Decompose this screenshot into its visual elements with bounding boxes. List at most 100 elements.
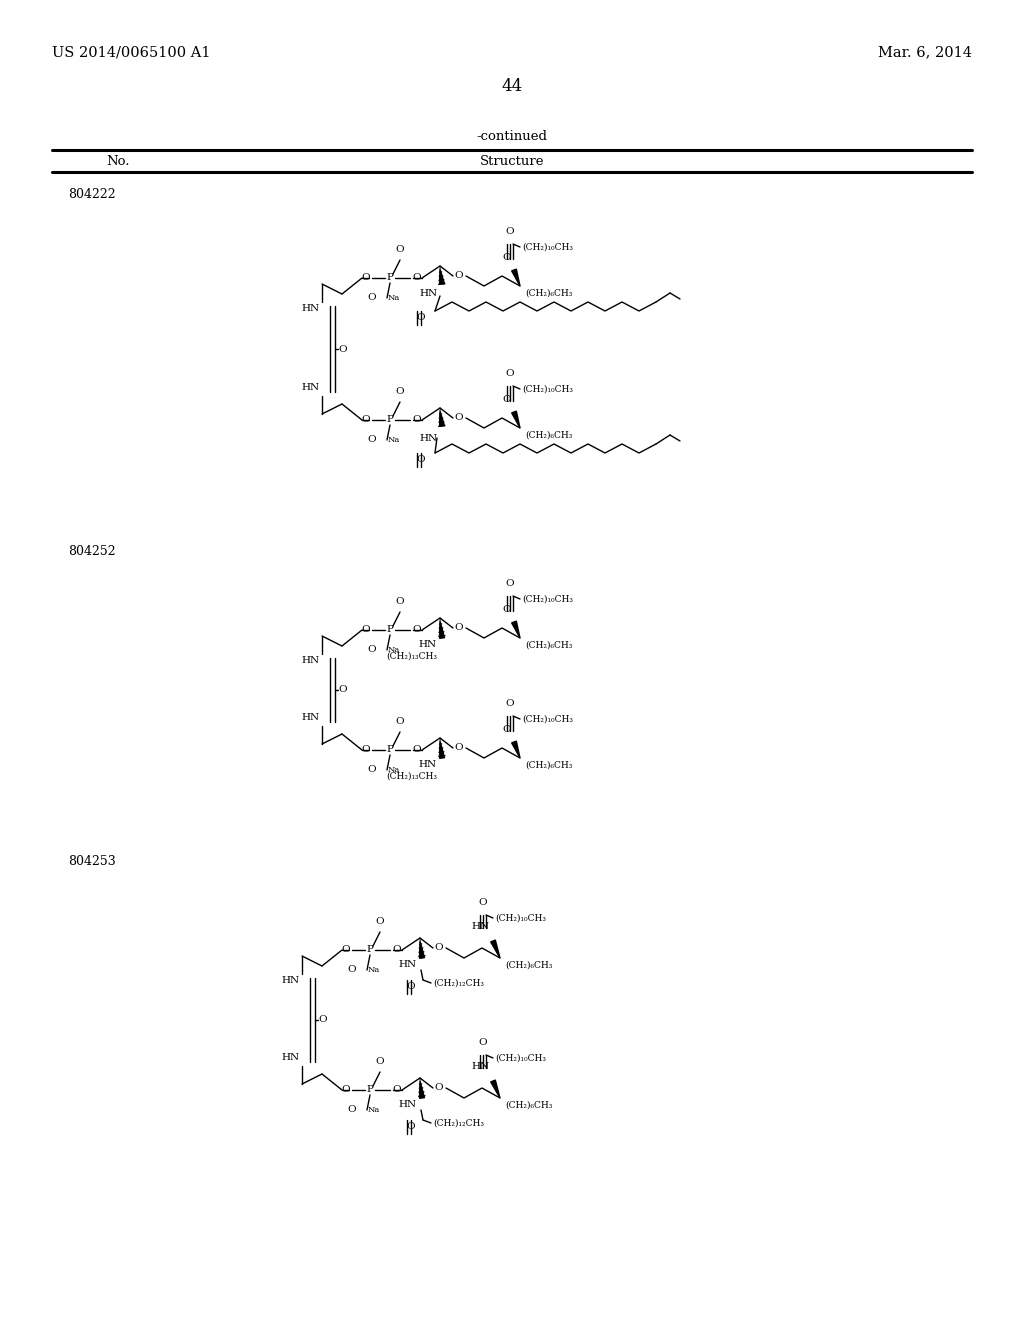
Text: (CH₂)₆CH₃: (CH₂)₆CH₃	[525, 432, 572, 440]
Text: HN: HN	[302, 304, 319, 313]
Text: US 2014/0065100 A1: US 2014/0065100 A1	[52, 45, 211, 59]
Text: O: O	[434, 944, 442, 953]
Text: O: O	[347, 1106, 356, 1114]
Text: O: O	[395, 246, 404, 253]
Text: Na: Na	[388, 294, 400, 302]
Text: O: O	[368, 766, 376, 775]
Text: O: O	[412, 626, 421, 635]
Text: HN: HN	[419, 760, 437, 770]
Text: O: O	[503, 605, 511, 614]
Text: O: O	[361, 416, 370, 425]
Text: O: O	[361, 273, 370, 282]
Polygon shape	[512, 269, 520, 286]
Text: HN: HN	[302, 383, 319, 392]
Text: O: O	[412, 746, 421, 755]
Text: 804222: 804222	[68, 187, 116, 201]
Text: (CH₂)₁₀CH₃: (CH₂)₁₀CH₃	[522, 243, 573, 252]
Text: O: O	[503, 725, 511, 734]
Text: HN: HN	[419, 640, 437, 649]
Text: HN: HN	[282, 975, 300, 985]
Text: O: O	[417, 313, 425, 322]
Polygon shape	[490, 1080, 500, 1098]
Polygon shape	[439, 741, 444, 758]
Text: 804253: 804253	[68, 855, 116, 869]
Text: HN: HN	[302, 656, 319, 665]
Text: O: O	[376, 917, 384, 927]
Text: (CH₂)₁₀CH₃: (CH₂)₁₀CH₃	[495, 1053, 546, 1063]
Text: No.: No.	[106, 154, 130, 168]
Text: HN: HN	[282, 1053, 300, 1063]
Text: P: P	[387, 626, 393, 635]
Text: O: O	[407, 1122, 416, 1131]
Text: O: O	[506, 370, 514, 378]
Text: (CH₂)₁₀CH₃: (CH₂)₁₀CH₃	[522, 594, 573, 603]
Text: P: P	[387, 273, 393, 282]
Text: HN: HN	[399, 1100, 417, 1109]
Text: O: O	[478, 898, 487, 907]
Text: O: O	[392, 945, 400, 954]
Text: 804252: 804252	[68, 545, 116, 558]
Text: O: O	[368, 436, 376, 445]
Polygon shape	[439, 620, 444, 639]
Text: O: O	[341, 1085, 350, 1094]
Text: O: O	[395, 597, 404, 606]
Polygon shape	[512, 741, 520, 758]
Text: HN: HN	[302, 713, 319, 722]
Text: O: O	[478, 1038, 487, 1047]
Polygon shape	[420, 941, 425, 958]
Text: O: O	[376, 1057, 384, 1067]
Text: (CH₂)₁₃CH₃: (CH₂)₁₃CH₃	[386, 652, 437, 661]
Text: O: O	[454, 623, 463, 632]
Text: O: O	[412, 416, 421, 425]
Text: (CH₂)₁₀CH₃: (CH₂)₁₀CH₃	[522, 384, 573, 393]
Text: 44: 44	[502, 78, 522, 95]
Text: O: O	[503, 395, 511, 404]
Text: O: O	[368, 293, 376, 302]
Text: O: O	[506, 579, 514, 587]
Text: (CH₂)₁₂CH₃: (CH₂)₁₂CH₃	[433, 1118, 484, 1127]
Text: P: P	[387, 416, 393, 425]
Text: O: O	[338, 685, 347, 694]
Text: O: O	[347, 965, 356, 974]
Polygon shape	[420, 1081, 425, 1098]
Text: Na: Na	[388, 766, 400, 774]
Text: O: O	[506, 227, 514, 236]
Text: (CH₂)₁₀CH₃: (CH₂)₁₀CH₃	[495, 913, 546, 923]
Text: P: P	[367, 945, 374, 954]
Text: HN: HN	[419, 434, 437, 444]
Text: O: O	[454, 743, 463, 752]
Text: O: O	[392, 1085, 400, 1094]
Text: Na: Na	[368, 966, 380, 974]
Text: (CH₂)₆CH₃: (CH₂)₆CH₃	[525, 762, 572, 770]
Text: O: O	[454, 272, 463, 281]
Text: HN: HN	[471, 921, 489, 931]
Text: O: O	[503, 253, 511, 261]
Text: Na: Na	[388, 436, 400, 444]
Text: (CH₂)₁₃CH₃: (CH₂)₁₃CH₃	[386, 772, 437, 781]
Text: HN: HN	[399, 960, 417, 969]
Text: O: O	[341, 945, 350, 954]
Text: (CH₂)₁₂CH₃: (CH₂)₁₂CH₃	[433, 978, 484, 987]
Text: P: P	[367, 1085, 374, 1094]
Polygon shape	[439, 269, 444, 284]
Text: Structure: Structure	[480, 154, 544, 168]
Polygon shape	[512, 411, 520, 428]
Text: O: O	[412, 273, 421, 282]
Text: O: O	[417, 455, 425, 465]
Text: O: O	[361, 626, 370, 635]
Polygon shape	[490, 940, 500, 958]
Text: HN: HN	[471, 1063, 489, 1071]
Text: Mar. 6, 2014: Mar. 6, 2014	[878, 45, 972, 59]
Text: (CH₂)₆CH₃: (CH₂)₆CH₃	[505, 1101, 552, 1110]
Text: O: O	[395, 387, 404, 396]
Text: (CH₂)₆CH₃: (CH₂)₆CH₃	[505, 961, 552, 970]
Text: (CH₂)₆CH₃: (CH₂)₆CH₃	[525, 289, 572, 298]
Polygon shape	[512, 622, 520, 638]
Text: O: O	[361, 746, 370, 755]
Text: HN: HN	[419, 289, 437, 298]
Text: O: O	[506, 700, 514, 708]
Text: O: O	[434, 1084, 442, 1093]
Text: (CH₂)₆CH₃: (CH₂)₆CH₃	[525, 642, 572, 649]
Text: O: O	[338, 345, 347, 354]
Text: Na: Na	[388, 645, 400, 653]
